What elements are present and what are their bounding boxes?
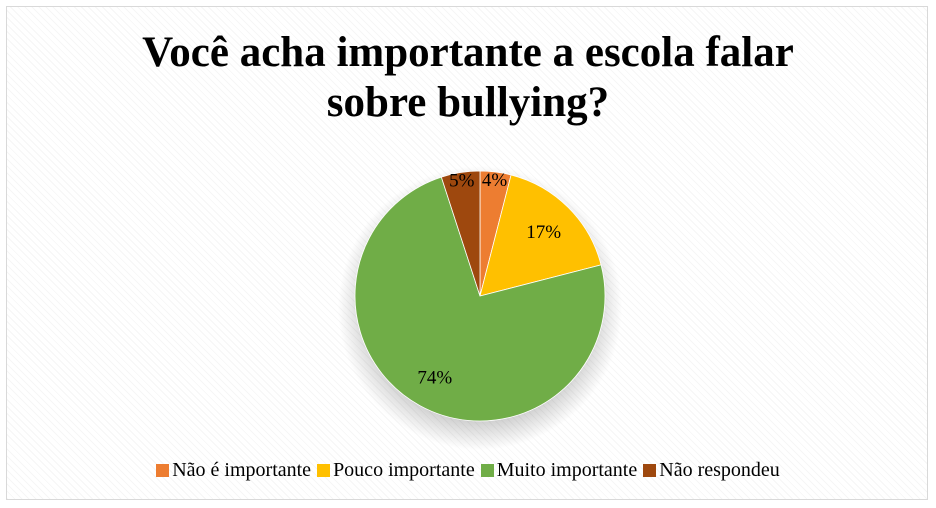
chart-title: Você acha importante a escola falar sobr… (0, 28, 936, 128)
data-label-4: 5% (449, 171, 475, 192)
legend-label-1: Não é importante (172, 459, 312, 481)
legend-item-4: Não respondeu (643, 459, 780, 482)
legend-label-3: Muito importante (496, 459, 638, 481)
chart-legend: Não é importante Pouco importante Muito im… (0, 459, 936, 482)
data-label-1: 4% (482, 170, 508, 191)
data-label-2: 17% (526, 222, 561, 243)
legend-swatch-4 (643, 464, 657, 477)
pie-slices (354, 170, 606, 422)
legend-item-1: Não é importante (156, 459, 311, 482)
data-label-3: 74% (417, 368, 452, 389)
pie-slice-4 (440, 170, 481, 297)
legend-swatch-3 (480, 464, 494, 477)
legend-label-4: Não respondeu (659, 459, 780, 481)
legend-item-2: Pouco importante (317, 459, 475, 482)
legend-item-3: Muito importante (480, 459, 638, 482)
legend-swatch-1 (156, 464, 170, 477)
chart-title-line-2: sobre bullying? (326, 79, 610, 126)
pie-data-labels: 4% 17% 74% 5% (417, 170, 561, 388)
pie-slice-2 (479, 174, 602, 297)
legend-swatch-2 (317, 464, 331, 477)
chart-title-line-1: Você acha importante a escola falar (142, 29, 794, 76)
legend-label-2: Pouco importante (333, 459, 475, 481)
pie-slice-3 (354, 176, 606, 422)
